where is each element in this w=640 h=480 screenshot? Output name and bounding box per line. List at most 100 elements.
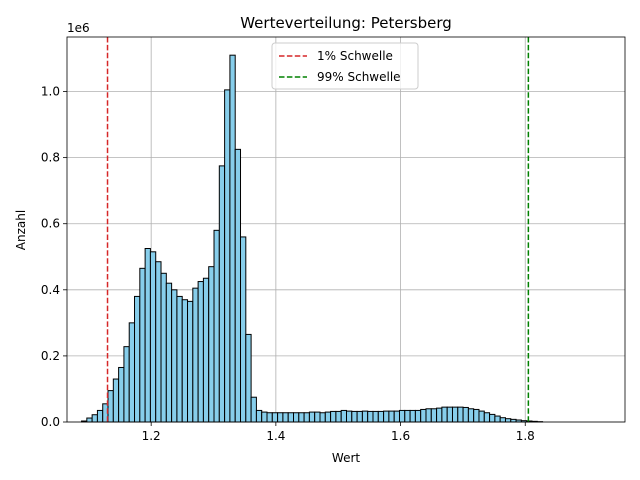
histogram-bar bbox=[96, 409, 104, 423]
histogram-bar bbox=[314, 411, 321, 423]
histogram-bar bbox=[356, 410, 363, 423]
histogram-bar bbox=[483, 412, 491, 423]
histogram-bar bbox=[420, 408, 427, 423]
histogram-bar bbox=[319, 412, 326, 423]
histogram-bar bbox=[218, 165, 226, 423]
histogram-bar bbox=[324, 411, 332, 423]
histogram-bar bbox=[266, 412, 273, 423]
histogram-bar bbox=[446, 406, 453, 423]
threshold-lines bbox=[106, 37, 530, 422]
histogram-bar bbox=[367, 410, 374, 423]
histogram-bar bbox=[351, 410, 358, 423]
histogram-bar bbox=[107, 390, 114, 423]
y-tick-label: 0.0 bbox=[41, 415, 60, 429]
histogram-bar bbox=[398, 409, 406, 423]
histogram-bar bbox=[224, 89, 231, 423]
histogram-bar bbox=[277, 412, 284, 423]
histogram-bar bbox=[202, 277, 210, 423]
legend-label-1pct: 1% Schwelle bbox=[317, 49, 393, 63]
x-axis-label: Wert bbox=[332, 451, 360, 465]
x-tick-label: 1.8 bbox=[516, 429, 535, 443]
y-scale-label: 1e6 bbox=[67, 21, 90, 35]
histogram-bar bbox=[176, 295, 183, 423]
histogram-bar bbox=[139, 267, 146, 423]
histogram-bar bbox=[345, 410, 353, 423]
histogram-bar bbox=[330, 410, 337, 423]
histogram-bar bbox=[86, 417, 93, 423]
histogram-bar bbox=[240, 236, 247, 423]
legend: 1% Schwelle 99% Schwelle bbox=[271, 42, 419, 90]
histogram-bar bbox=[430, 408, 438, 423]
histogram-bar bbox=[436, 407, 443, 423]
histogram-bar bbox=[250, 396, 257, 423]
histogram-bar bbox=[91, 414, 98, 423]
histogram-bar bbox=[467, 408, 475, 423]
histogram-bar bbox=[245, 333, 252, 423]
histogram-bar bbox=[149, 251, 157, 423]
histogram-bar bbox=[165, 282, 173, 423]
histogram-bar bbox=[340, 409, 347, 423]
histogram-bar bbox=[123, 346, 130, 423]
histogram-bar bbox=[287, 412, 295, 423]
histogram-bar bbox=[293, 412, 300, 423]
histogram-bar bbox=[261, 411, 268, 423]
y-tick-label: 0.2 bbox=[41, 349, 60, 363]
histogram-bar bbox=[473, 408, 480, 423]
histogram-bar bbox=[298, 412, 305, 423]
histogram-bar bbox=[134, 295, 141, 423]
histogram-bar bbox=[414, 409, 422, 423]
histogram-bar bbox=[457, 406, 464, 423]
chart-title: Werteverteilung: Petersberg bbox=[240, 14, 452, 32]
histogram-bar bbox=[504, 418, 512, 423]
histogram-bar bbox=[478, 410, 485, 423]
histogram-bar bbox=[388, 410, 395, 423]
y-tick-label: 0.8 bbox=[41, 151, 60, 165]
histogram-bar bbox=[144, 248, 151, 423]
histogram-bar bbox=[229, 54, 236, 423]
histogram-bar bbox=[425, 408, 432, 423]
histogram-bar bbox=[303, 412, 310, 423]
histogram-bar bbox=[441, 406, 448, 423]
y-axis-label: Anzahl bbox=[14, 210, 28, 250]
histogram-bar bbox=[499, 417, 506, 423]
legend-box bbox=[271, 42, 419, 90]
histogram-bar bbox=[213, 229, 220, 423]
histogram-bar bbox=[383, 410, 390, 423]
histogram-bar bbox=[372, 410, 379, 423]
x-axis-ticks: 1.2 1.4 1.6 1.8 bbox=[142, 422, 535, 443]
plot-frame bbox=[66, 36, 626, 423]
grid-lines bbox=[67, 37, 625, 423]
histogram-bar bbox=[155, 261, 162, 423]
histogram-bar bbox=[409, 409, 416, 423]
histogram-bar bbox=[255, 409, 263, 423]
histogram-bar bbox=[234, 148, 242, 423]
histogram-bar bbox=[494, 415, 501, 423]
histogram-bar bbox=[208, 266, 215, 423]
histogram-bar bbox=[192, 287, 199, 423]
x-tick-label: 1.2 bbox=[142, 429, 161, 443]
histogram-bar bbox=[171, 289, 178, 423]
histogram-bar bbox=[197, 281, 204, 423]
histogram-bar bbox=[404, 409, 411, 423]
histogram-bar bbox=[112, 378, 120, 423]
histogram-bar bbox=[451, 406, 459, 423]
histogram-bar bbox=[181, 299, 189, 423]
y-tick-label: 0.6 bbox=[41, 217, 60, 231]
histogram-bar bbox=[187, 300, 194, 423]
histogram-bar bbox=[335, 410, 342, 423]
y-axis-ticks: 0.0 0.2 0.4 0.6 0.8 1.0 bbox=[41, 85, 67, 429]
y-tick-label: 1.0 bbox=[41, 85, 60, 99]
histogram-bar bbox=[489, 413, 496, 423]
x-tick-label: 1.6 bbox=[391, 429, 410, 443]
histogram-bar bbox=[377, 410, 385, 423]
histogram-bar bbox=[462, 406, 469, 423]
histogram-bar bbox=[118, 366, 125, 423]
legend-label-99pct: 99% Schwelle bbox=[317, 70, 401, 84]
histogram-bar bbox=[128, 322, 136, 423]
histogram-bar bbox=[271, 412, 279, 423]
x-tick-label: 1.4 bbox=[266, 429, 285, 443]
histogram-bar bbox=[393, 410, 400, 423]
y-tick-label: 0.4 bbox=[41, 283, 60, 297]
histogram-bar bbox=[160, 272, 167, 423]
